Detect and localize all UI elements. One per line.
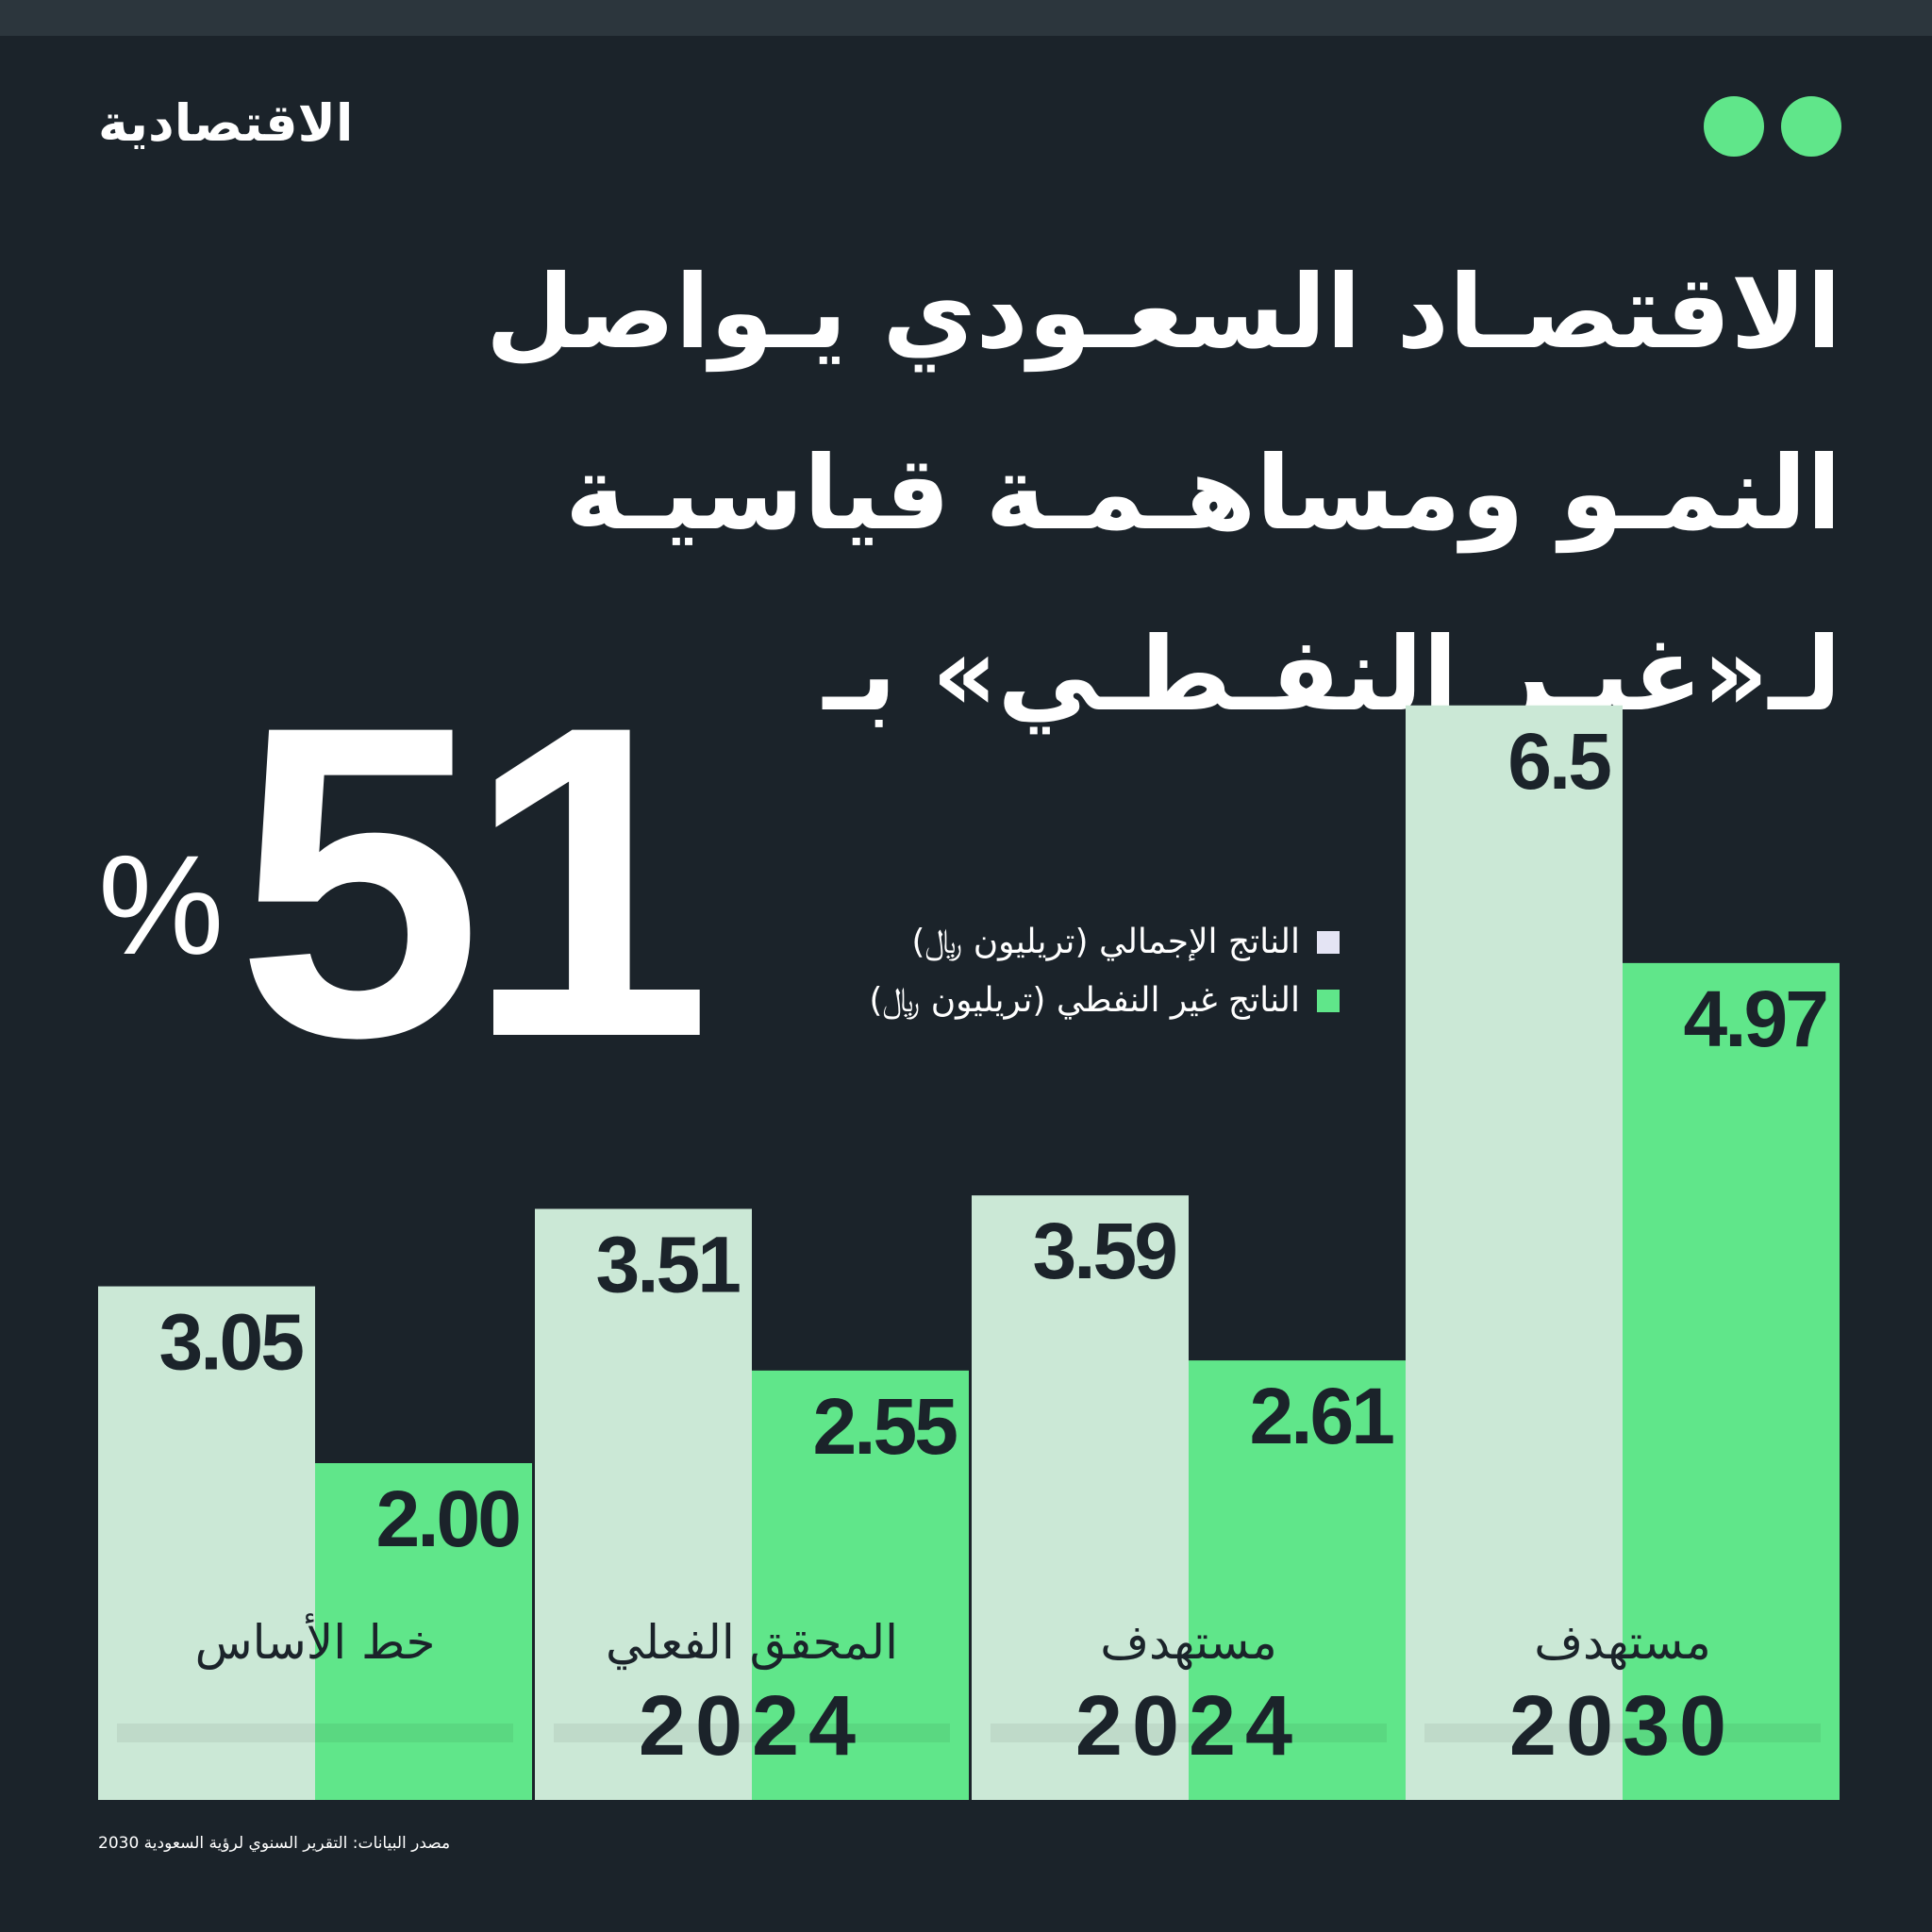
headline-line: لـ«غيـر النفـطـي» بـ — [823, 616, 1841, 734]
bar-non-oil-gdp — [1623, 962, 1840, 1800]
dot-icon — [1781, 96, 1841, 157]
headline-line: الاقتصـاد السعـودي يـواصل — [485, 254, 1841, 372]
category-year: 2024 — [639, 1679, 865, 1774]
legend-item-non-oil: الناتج غير النفطي (تريليون ﷼) — [869, 972, 1340, 1030]
bar-non-oil-gdp — [315, 1463, 532, 1800]
top-bar — [0, 0, 1932, 36]
data-label: 2.55 — [813, 1382, 958, 1471]
divider-line — [991, 1724, 1387, 1742]
data-label: 6.5 — [1507, 717, 1610, 806]
headline-line: النمـو ومساهـمـة قياسيـة — [564, 435, 1841, 553]
category-year: 2030 — [1509, 1679, 1736, 1774]
category-label: المحقق الفعلي — [606, 1615, 898, 1670]
data-label: 3.05 — [159, 1298, 304, 1387]
legend-label-non-oil: الناتج غير النفطي (تريليون ﷼) — [869, 981, 1300, 1020]
divider-line — [1424, 1724, 1821, 1742]
percent-sign: % — [98, 825, 225, 984]
bar-non-oil-gdp — [1189, 1360, 1406, 1800]
brand-logo: الاقتصادية — [98, 93, 354, 153]
divider-line — [554, 1724, 950, 1742]
bar-total-gdp — [1406, 705, 1623, 1800]
legend-item-total: الناتج الإجمالي (تريليون ﷼) — [869, 913, 1340, 972]
category-label: خط الأساس — [195, 1613, 436, 1670]
big-percentage-number: 51 — [236, 634, 712, 1129]
data-label: 4.97 — [1684, 974, 1827, 1063]
category-label: مستهدف — [1100, 1615, 1277, 1671]
source-note: مصدر البيانات: التقرير السنوي لرؤية السع… — [98, 1834, 451, 1853]
legend-swatch-total — [1317, 931, 1340, 954]
divider-line — [117, 1724, 513, 1742]
bar-total-gdp — [98, 1286, 315, 1800]
category-label: مستهدف — [1534, 1615, 1711, 1671]
bar-non-oil-gdp — [752, 1370, 969, 1800]
data-label: 2.00 — [376, 1474, 520, 1563]
bar-total-gdp — [972, 1195, 1189, 1800]
data-label: 2.61 — [1250, 1372, 1394, 1460]
data-label: 3.51 — [596, 1220, 741, 1308]
brand-dots — [1704, 96, 1841, 157]
headline: الاقتصـاد السعـودي يـواصل النمـو ومساهـم… — [313, 223, 1841, 766]
bar-total-gdp — [535, 1208, 752, 1800]
category-year: 2024 — [1075, 1679, 1302, 1774]
legend-swatch-non-oil — [1317, 990, 1340, 1012]
legend-label-total: الناتج الإجمالي (تريليون ﷼) — [911, 923, 1300, 961]
data-label: 3.59 — [1033, 1207, 1176, 1295]
chart-legend: الناتج الإجمالي (تريليون ﷼) الناتج غير ا… — [869, 913, 1340, 1030]
dot-icon — [1704, 96, 1764, 157]
